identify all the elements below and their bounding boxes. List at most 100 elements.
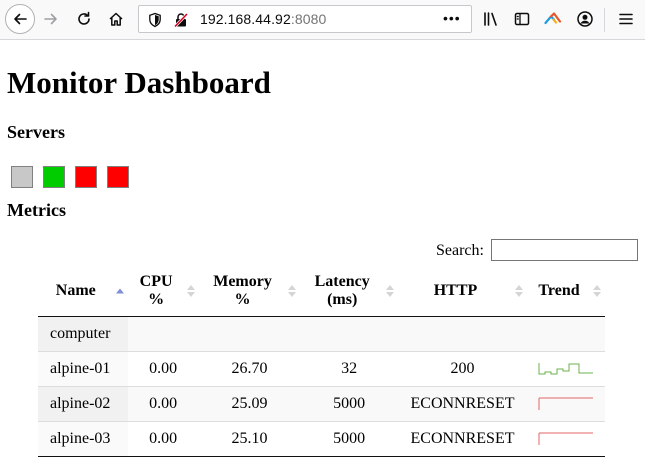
column-header-label: Trend	[538, 282, 580, 299]
library-icon[interactable]	[482, 10, 500, 28]
column-header-label: HTTP	[433, 282, 478, 299]
sort-arrows-icon	[115, 288, 124, 294]
toolbar-separator	[604, 8, 605, 32]
cell-cpu: 0.00	[127, 386, 199, 422]
sort-arrows-icon	[385, 285, 394, 297]
sort-descending-icon	[593, 292, 601, 297]
trend-sparkline	[538, 432, 594, 445]
cell-name: alpine-01	[38, 351, 128, 387]
column-header-name[interactable]: Name	[38, 266, 128, 317]
cell-trend	[527, 421, 605, 457]
column-header-label: %	[234, 291, 251, 308]
home-button[interactable]	[101, 4, 131, 34]
cell-latency: 5000	[300, 386, 398, 422]
sort-ascending-icon	[288, 285, 297, 290]
metrics-heading: Metrics	[7, 200, 66, 220]
server-status-box[interactable]	[75, 166, 97, 188]
sort-descending-icon	[186, 292, 195, 297]
column-header-label: (ms)	[327, 291, 358, 308]
table-header-row: Name CPU% Memory% Latency (ms) HTTP Trend	[38, 266, 605, 317]
page-actions-button[interactable]: •••	[443, 10, 461, 26]
reload-icon	[78, 11, 90, 25]
extension-icon[interactable]	[544, 10, 562, 28]
url-host: 192.168.44.92	[200, 11, 291, 27]
server-status-box[interactable]	[107, 166, 129, 188]
column-header-cpu[interactable]: CPU%	[127, 266, 199, 317]
url-text[interactable]: 192.168.44.92:8080	[200, 11, 326, 27]
hamburger-menu-icon[interactable]	[617, 10, 635, 28]
trend-sparkline	[538, 397, 594, 410]
column-header-label: %	[148, 291, 165, 308]
page-title: Monitor Dashboard	[7, 65, 271, 100]
forward-button[interactable]	[36, 4, 66, 34]
sort-ascending-icon	[385, 285, 394, 290]
table-row[interactable]: alpine-03 0.00 25.10 5000 ECONNRESET	[38, 421, 605, 457]
sort-descending-icon	[288, 292, 297, 297]
back-button[interactable]	[5, 4, 35, 34]
cell-name: alpine-02	[38, 386, 128, 422]
reload-button[interactable]	[69, 4, 99, 34]
search-input[interactable]	[491, 239, 638, 261]
cell-memory: 25.10	[198, 421, 301, 457]
table-row[interactable]: alpine-01 0.00 26.70 32 200	[38, 351, 605, 387]
url-bar[interactable]: 192.168.44.92:8080 •••	[138, 5, 472, 33]
sort-arrows-icon	[288, 285, 297, 297]
server-status-box[interactable]	[11, 166, 33, 188]
column-header-memory[interactable]: Memory%	[198, 266, 301, 317]
trend-line	[538, 363, 594, 375]
sort-ascending-icon	[593, 285, 601, 290]
cell-http: 200	[397, 351, 528, 387]
column-header-label: CPU	[139, 273, 173, 290]
trend-line	[538, 432, 594, 445]
cell-trend	[527, 351, 605, 387]
forward-arrow-icon	[44, 13, 57, 25]
cell-http: ECONNRESET	[397, 386, 528, 422]
cell-cpu: 0.00	[127, 351, 199, 387]
cell-trend	[527, 316, 605, 352]
browser-toolbar: 192.168.44.92:8080 •••	[0, 0, 645, 40]
sort-ascending-icon	[115, 288, 124, 294]
home-icon	[109, 12, 123, 26]
table-body: computer alpine-01 0.00 26.70 32 200 alpine-02…	[38, 316, 605, 457]
cell-http	[397, 316, 528, 352]
url-port: :8080	[290, 11, 327, 27]
server-status-box[interactable]	[43, 166, 65, 188]
cell-http: ECONNRESET	[397, 421, 528, 457]
table-row[interactable]: alpine-02 0.00 25.09 5000 ECONNRESET	[38, 386, 605, 422]
column-header-trend[interactable]: Trend	[527, 266, 605, 317]
search-label: Search:	[436, 242, 484, 259]
cell-memory	[198, 316, 301, 352]
cell-name: computer	[38, 316, 128, 352]
sort-descending-icon	[385, 292, 394, 297]
sort-arrows-icon	[186, 285, 195, 297]
shield-icon[interactable]	[147, 12, 163, 28]
account-icon[interactable]	[576, 10, 594, 28]
cell-cpu	[127, 316, 199, 352]
column-header-latency[interactable]: Latency (ms)	[300, 266, 398, 317]
column-header-label: Name	[55, 282, 96, 299]
metrics-table: Name CPU% Memory% Latency (ms) HTTP Trend comp…	[38, 266, 605, 457]
sort-arrows-icon	[515, 285, 524, 297]
sort-ascending-icon	[515, 285, 524, 290]
back-arrow-icon	[14, 13, 27, 25]
cell-name: alpine-03	[38, 421, 128, 457]
column-header-http[interactable]: HTTP	[397, 266, 528, 317]
insecure-lock-icon[interactable]	[173, 12, 189, 28]
trend-line	[538, 397, 594, 410]
table-row[interactable]: computer	[38, 316, 605, 352]
cell-memory: 25.09	[198, 386, 301, 422]
cell-memory: 26.70	[198, 351, 301, 387]
column-header-label: Memory	[213, 273, 272, 290]
column-header-label: Latency	[314, 273, 370, 290]
servers-heading: Servers	[7, 122, 65, 142]
cell-latency	[300, 316, 398, 352]
cell-latency: 32	[300, 351, 398, 387]
trend-sparkline	[538, 363, 594, 375]
cell-trend	[527, 386, 605, 422]
sidebar-icon[interactable]	[513, 10, 531, 28]
sort-descending-icon	[515, 292, 524, 297]
sort-arrows-icon	[593, 285, 601, 297]
cell-latency: 5000	[300, 421, 398, 457]
servers-status-row	[11, 166, 129, 188]
cell-cpu: 0.00	[127, 421, 199, 457]
